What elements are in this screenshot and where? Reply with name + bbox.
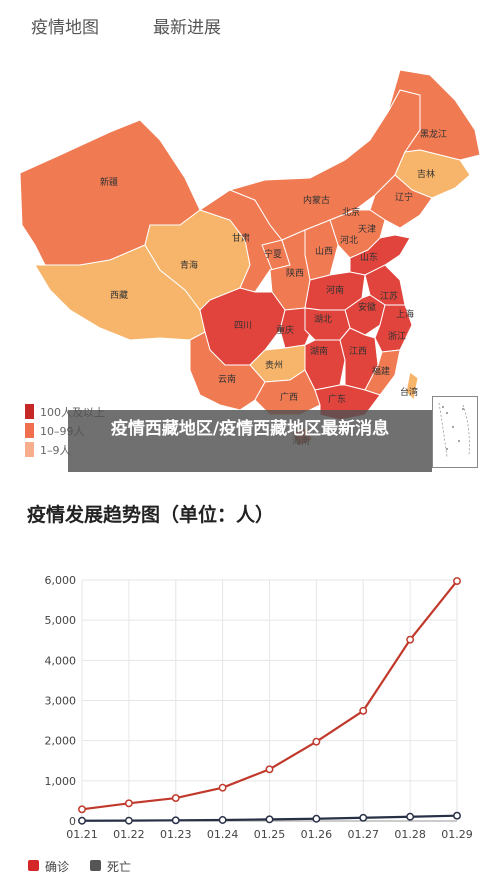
label-taiwan: 台湾 [400, 386, 418, 398]
label-hunan: 湖南 [310, 345, 328, 357]
label-shaanxi: 陕西 [286, 267, 304, 279]
y-tick-label: 4,000 [45, 654, 77, 667]
label-gansu: 甘肃 [232, 232, 250, 244]
tab-bar: 疫情地图 最新进展 [0, 0, 500, 50]
label-tianjin: 天津 [358, 224, 376, 235]
province-zhejiang[interactable] [374, 304, 413, 353]
label-henan: 河南 [326, 284, 344, 296]
label-chongqing: 重庆 [276, 324, 294, 336]
label-jiangsu: 江苏 [380, 290, 398, 302]
label-ningxia: 宁夏 [264, 248, 282, 260]
x-tick-label: 01.22 [113, 828, 145, 841]
legend-swatch-deaths [90, 860, 101, 871]
series-point-1 [171, 816, 180, 825]
x-tick-label: 01.23 [160, 828, 192, 841]
label-anhui: 安徽 [358, 301, 376, 313]
south-china-sea-inset [432, 396, 478, 468]
series-point-0 [453, 577, 461, 585]
series-point-0 [78, 805, 86, 814]
label-neimenggu: 内蒙古 [303, 194, 330, 206]
legend-swatch [25, 423, 34, 438]
province-taiwan[interactable] [405, 371, 419, 402]
article-title-overlay: 疫情西藏地区/疫情西藏地区最新消息 [68, 410, 432, 472]
x-tick-label: 01.21 [66, 828, 98, 841]
tab-epidemic-map[interactable]: 疫情地图 [31, 18, 99, 38]
series-point-1 [406, 812, 415, 821]
trend-line-chart: 0 1,000 2,000 3,000 4,000 5,000 6,000 01.21 01.2… [45, 574, 473, 841]
series-point-1 [453, 811, 461, 820]
series-point-1 [265, 815, 274, 824]
series-point-0 [171, 794, 180, 803]
series-point-1 [78, 816, 86, 825]
label-beijing: 北京 [342, 206, 360, 218]
label-liaoning: 辽宁 [395, 191, 413, 203]
series-point-0 [218, 783, 227, 792]
x-tick-label: 01.24 [207, 828, 239, 841]
y-tick-label: 6,000 [45, 574, 77, 587]
label-guizhou: 贵州 [265, 359, 283, 371]
label-xizang: 西藏 [110, 289, 128, 301]
label-guangdong: 广东 [328, 393, 346, 405]
y-tick-label: 3,000 [45, 695, 77, 708]
series-point-0 [124, 799, 133, 808]
x-tick-label: 01.25 [254, 828, 286, 841]
chart-heading: 疫情发展趋势图（单位：人） [27, 504, 275, 526]
epidemic-map: 黑龙江 吉林 辽宁 内蒙古 北京 天津 河北 新疆 甘肃 宁夏 山西 山东 青海… [0, 60, 500, 470]
y-tick-label: 0 [69, 815, 76, 828]
series-point-0 [406, 635, 415, 644]
china-map: 黑龙江 吉林 辽宁 内蒙古 北京 天津 河北 新疆 甘肃 宁夏 山西 山东 青海… [19, 69, 481, 447]
series-point-1 [359, 813, 368, 822]
series-point-1 [312, 814, 321, 823]
label-xinjiang: 新疆 [100, 176, 118, 188]
label-shandong: 山东 [360, 251, 378, 263]
legend-swatch [25, 442, 34, 457]
label-guangxi: 广西 [280, 391, 298, 403]
label-qinghai: 青海 [180, 259, 198, 271]
x-tick-label: 01.28 [394, 828, 426, 841]
series-point-0 [312, 737, 321, 746]
label-jiangxi: 江西 [349, 346, 367, 357]
series-point-0 [359, 706, 368, 715]
label-heilongjiang: 黑龙江 [420, 128, 447, 140]
label-jilin: 吉林 [417, 168, 435, 180]
south-china-sea-map [438, 402, 470, 458]
label-zhejiang: 浙江 [388, 330, 406, 342]
label-yunnan: 云南 [218, 373, 236, 385]
tab-latest-progress[interactable]: 最新进展 [153, 18, 221, 38]
label-hebei: 河北 [340, 234, 358, 246]
y-tick-label: 1,000 [45, 775, 77, 788]
legend-swatch [25, 404, 34, 419]
label-shanghai: 上海 [396, 308, 414, 320]
legend-label-confirmed: 确诊 [45, 860, 70, 874]
series-point-1 [124, 816, 133, 825]
legend-label: 1–9人 [40, 444, 71, 457]
series-point-0 [265, 765, 274, 774]
label-sichuan: 四川 [234, 321, 252, 331]
y-tick-label: 5,000 [45, 614, 77, 627]
x-tick-label: 01.26 [301, 828, 333, 841]
x-tick-label: 01.27 [348, 828, 380, 841]
legend-label-deaths: 死亡 [107, 860, 132, 874]
y-tick-label: 2,000 [45, 735, 77, 748]
label-fujian: 福建 [372, 365, 390, 377]
x-tick-label: 01.29 [441, 828, 473, 841]
label-shanxi: 山西 [315, 246, 333, 257]
legend-swatch-confirmed [28, 860, 39, 871]
label-hubei: 湖北 [314, 314, 332, 325]
series-point-1 [218, 816, 227, 824]
